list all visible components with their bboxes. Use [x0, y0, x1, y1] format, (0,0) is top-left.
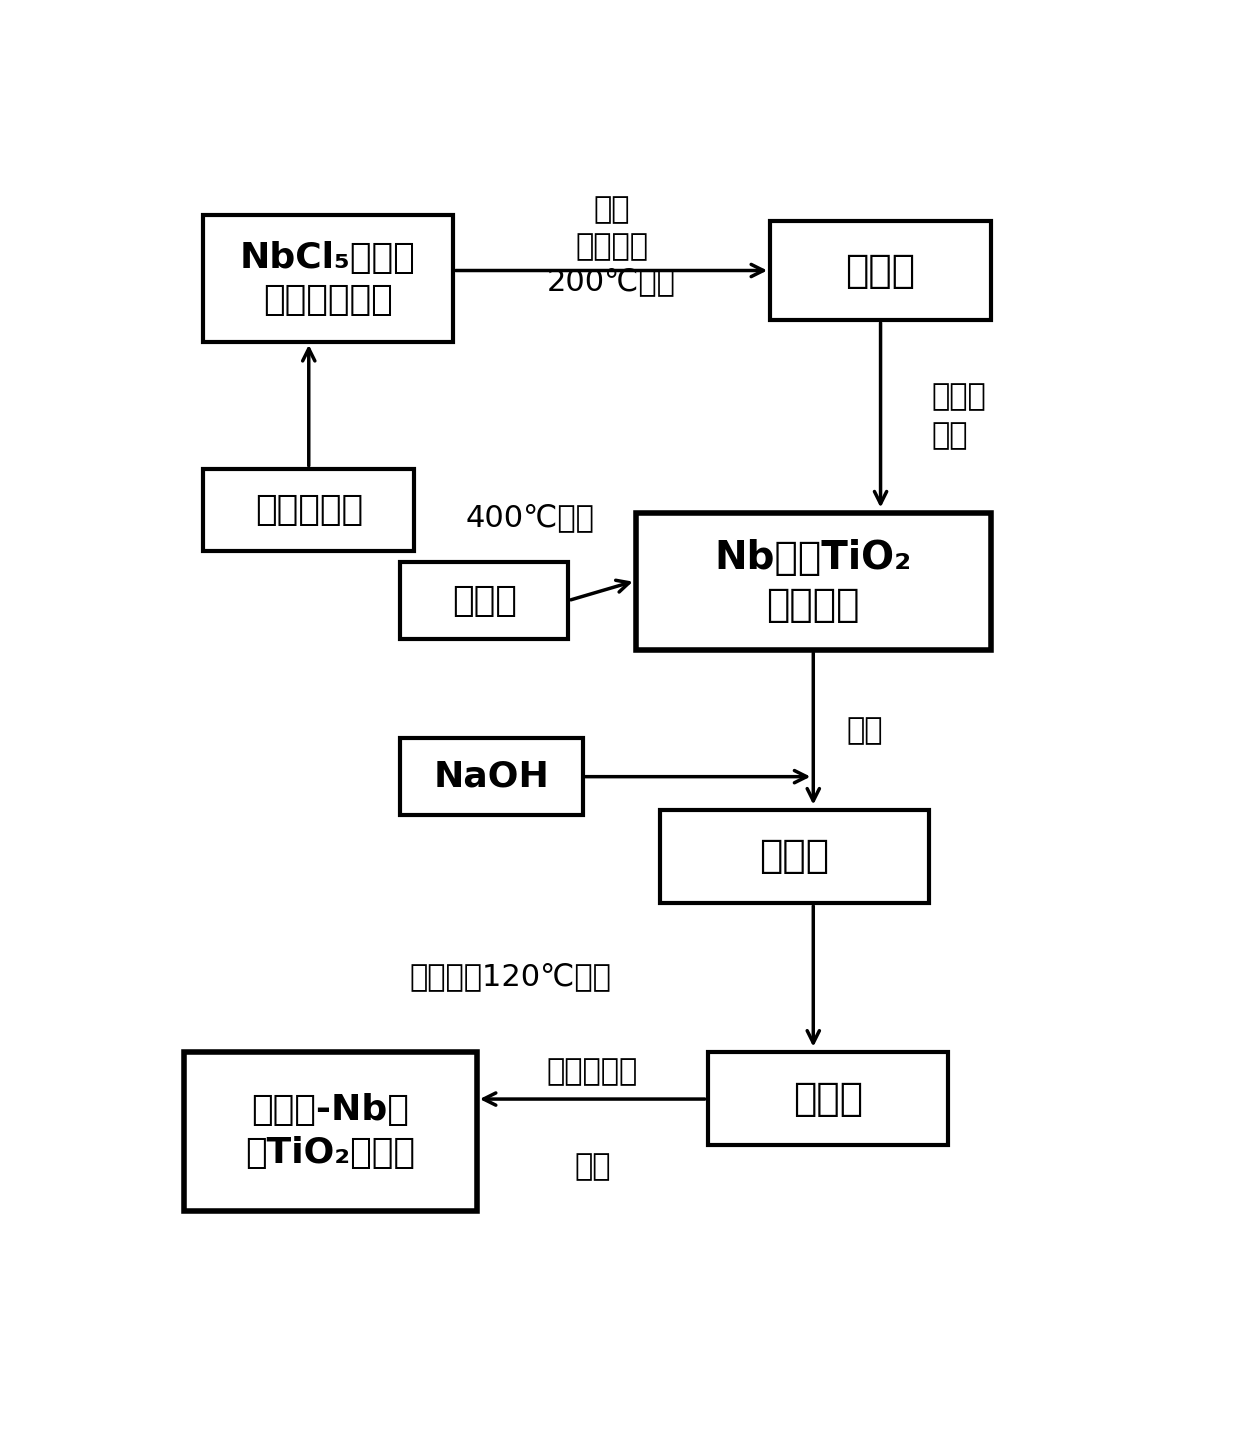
Text: 钔酸四丁酯: 钔酸四丁酯 [254, 493, 363, 527]
Text: 搅拌: 搅拌 [593, 196, 630, 224]
FancyBboxPatch shape [203, 469, 414, 552]
Text: 干燥: 干燥 [931, 422, 968, 450]
FancyBboxPatch shape [770, 221, 991, 320]
Text: Nb掺杂TiO₂
纳米颗粒: Nb掺杂TiO₂ 纳米颗粒 [714, 539, 911, 624]
FancyBboxPatch shape [203, 216, 453, 342]
Text: 400℃煅烧: 400℃煅烧 [465, 503, 594, 533]
FancyBboxPatch shape [708, 1052, 947, 1145]
Text: 反应釜中: 反应釜中 [575, 231, 649, 262]
Text: 沉淠物: 沉淠物 [846, 252, 915, 290]
Text: 超声: 超声 [847, 716, 883, 745]
Text: 退火: 退火 [574, 1152, 610, 1180]
Text: 混合物: 混合物 [759, 837, 830, 876]
Text: 反应釜中120℃保温: 反应釜中120℃保温 [409, 962, 611, 992]
FancyBboxPatch shape [184, 1052, 477, 1212]
Text: 洗涤、干燥: 洗涤、干燥 [547, 1057, 637, 1086]
Text: NaOH: NaOH [434, 760, 549, 793]
FancyBboxPatch shape [401, 562, 568, 639]
Text: 洗涤、: 洗涤、 [931, 383, 986, 412]
FancyBboxPatch shape [401, 739, 583, 815]
Text: 沉淠物: 沉淠物 [792, 1079, 863, 1117]
FancyBboxPatch shape [635, 513, 991, 650]
Text: 200℃保温: 200℃保温 [547, 267, 676, 296]
FancyBboxPatch shape [660, 810, 929, 903]
Text: 石墨烯: 石墨烯 [451, 583, 517, 617]
Text: NbCl₅、异丙
醇、乙酰丙酮: NbCl₅、异丙 醇、乙酰丙酮 [241, 240, 415, 317]
Text: 石墨烯-Nb掺
杂TiO₂纳米管: 石墨烯-Nb掺 杂TiO₂纳米管 [246, 1093, 415, 1169]
